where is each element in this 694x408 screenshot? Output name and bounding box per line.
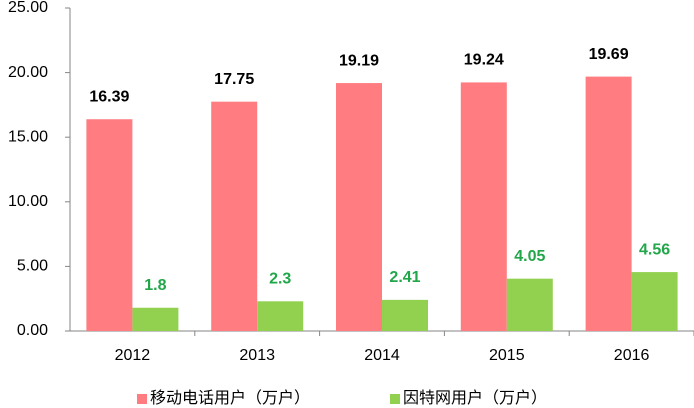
legend-swatch	[137, 394, 147, 404]
bar	[460, 82, 507, 332]
bar	[506, 278, 553, 331]
data-label: 17.75	[214, 71, 254, 88]
bar	[382, 299, 428, 331]
y-tick-label: 15.00	[8, 128, 48, 145]
bar	[257, 301, 304, 331]
bar	[211, 101, 258, 331]
y-tick-label: 10.00	[8, 193, 48, 210]
y-tick-label: 20.00	[8, 64, 48, 81]
x-tick-label: 2015	[489, 347, 525, 364]
y-tick-label: 0.00	[17, 322, 48, 339]
data-label: 19.69	[589, 46, 629, 63]
x-tick-label: 2012	[115, 347, 151, 364]
data-label: 2.41	[389, 269, 420, 286]
bar	[631, 272, 678, 331]
data-label: 4.56	[639, 241, 670, 258]
legend-label: 因特网用户（万户）	[403, 389, 547, 407]
data-label: 16.39	[89, 88, 129, 105]
bar	[86, 119, 133, 331]
data-label: 19.19	[339, 52, 379, 69]
bar	[336, 83, 382, 331]
y-tick-label: 5.00	[17, 258, 48, 275]
bar	[585, 76, 632, 332]
data-label: 1.8	[144, 277, 166, 294]
x-tick-label: 2016	[614, 347, 650, 364]
legend-label: 移动电话用户（万户）	[150, 389, 310, 407]
data-label: 4.05	[514, 248, 545, 265]
x-tick-label: 2013	[239, 347, 275, 364]
data-label: 2.3	[269, 271, 291, 288]
y-tick-label: 25.00	[8, 0, 48, 16]
data-label: 19.24	[464, 52, 504, 69]
x-tick-label: 2014	[364, 347, 400, 364]
bar	[132, 307, 179, 331]
legend-swatch	[390, 394, 400, 404]
